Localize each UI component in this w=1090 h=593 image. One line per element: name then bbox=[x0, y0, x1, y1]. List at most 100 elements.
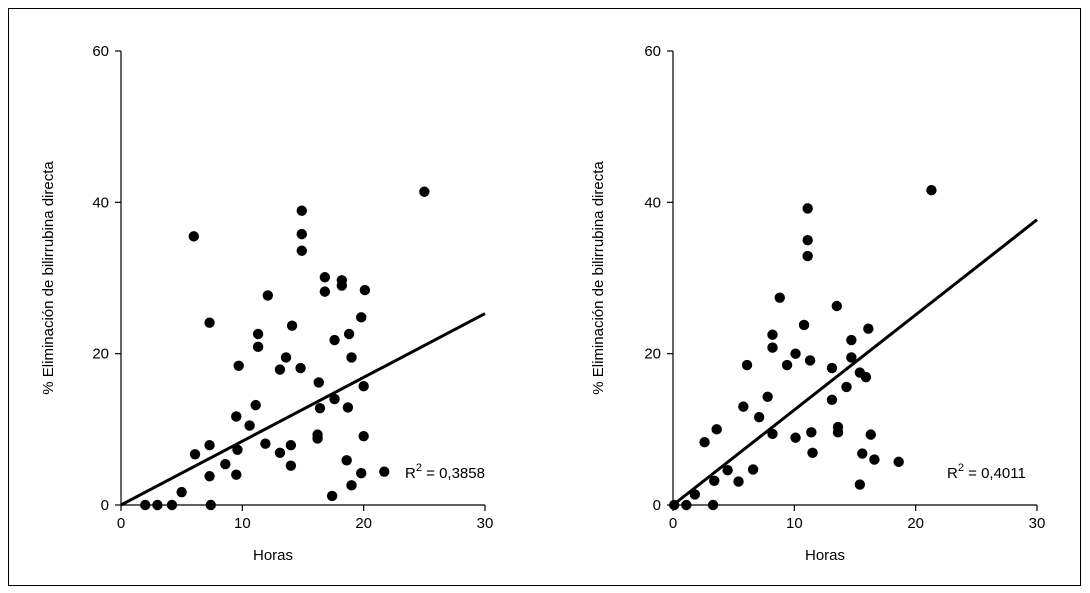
data-point bbox=[204, 471, 215, 482]
data-point bbox=[252, 341, 264, 353]
x-tick-label: 10 bbox=[786, 515, 803, 532]
data-point bbox=[232, 444, 243, 455]
data-point bbox=[319, 286, 331, 297]
data-point bbox=[826, 394, 838, 406]
data-point bbox=[231, 469, 242, 480]
data-point bbox=[707, 499, 719, 511]
data-point bbox=[753, 412, 765, 423]
data-point bbox=[319, 272, 331, 283]
y-tick-label: 0 bbox=[653, 497, 661, 514]
data-point bbox=[314, 402, 326, 414]
data-point bbox=[204, 440, 215, 451]
data-point bbox=[804, 355, 816, 366]
data-point bbox=[188, 231, 199, 242]
data-point bbox=[260, 438, 271, 449]
data-point bbox=[767, 428, 778, 440]
x-tick-label: 30 bbox=[477, 515, 494, 532]
figure-frame bbox=[8, 8, 1081, 586]
chart-2: 0 20 40 60 0 10 20 30 Horas % Eliminación de bili… bbox=[590, 43, 1045, 564]
data-point bbox=[669, 499, 680, 511]
data-point bbox=[802, 234, 813, 246]
data-point bbox=[250, 399, 261, 411]
data-point bbox=[767, 342, 778, 353]
data-point bbox=[790, 432, 801, 443]
data-point bbox=[790, 348, 801, 359]
data-point bbox=[854, 367, 866, 378]
y-tick-label: 40 bbox=[644, 194, 661, 211]
data-point bbox=[846, 334, 857, 346]
trend-line bbox=[672, 218, 1038, 507]
data-point bbox=[296, 245, 307, 256]
data-point bbox=[343, 328, 355, 340]
data-point bbox=[285, 440, 297, 451]
chart-1: 0 20 40 60 0 10 20 30 Horas % Eliminación de bili… bbox=[40, 43, 493, 564]
data-point bbox=[722, 464, 733, 476]
data-point bbox=[233, 360, 244, 371]
data-point bbox=[832, 421, 844, 433]
trend-line bbox=[120, 312, 486, 507]
data-point bbox=[358, 430, 369, 442]
data-point bbox=[356, 312, 367, 323]
data-point bbox=[767, 329, 778, 340]
r-squared-label: R2 = 0,3858 bbox=[405, 462, 485, 482]
data-point bbox=[798, 319, 810, 331]
y-tick-label: 60 bbox=[92, 43, 109, 60]
data-point bbox=[326, 490, 338, 502]
data-point bbox=[781, 359, 793, 371]
y-tick-label: 20 bbox=[92, 346, 109, 363]
data-point bbox=[280, 352, 292, 363]
data-point bbox=[295, 362, 306, 374]
x-tick-label: 10 bbox=[234, 515, 251, 532]
data-point bbox=[336, 275, 348, 286]
data-point bbox=[262, 290, 274, 301]
data-point bbox=[252, 328, 264, 340]
data-point bbox=[802, 250, 813, 262]
data-point bbox=[312, 429, 323, 440]
data-point bbox=[329, 334, 340, 346]
data-point bbox=[762, 391, 773, 402]
data-point bbox=[747, 464, 759, 475]
data-point bbox=[341, 455, 352, 466]
data-point bbox=[774, 292, 785, 303]
data-point bbox=[741, 359, 753, 371]
data-point bbox=[313, 377, 324, 388]
y-tick-label: 20 bbox=[644, 346, 661, 363]
x-tick-label: 0 bbox=[117, 515, 125, 532]
data-point bbox=[204, 317, 215, 328]
data-point bbox=[379, 466, 390, 477]
data-point bbox=[329, 393, 340, 405]
data-point bbox=[152, 499, 163, 511]
data-point bbox=[689, 489, 701, 500]
data-point bbox=[231, 411, 242, 422]
data-point bbox=[189, 449, 201, 460]
y-tick-label: 0 bbox=[101, 497, 109, 514]
data-point bbox=[296, 228, 307, 240]
x-axis-title: Horas bbox=[805, 547, 845, 564]
data-point bbox=[358, 381, 369, 392]
data-point bbox=[346, 480, 357, 491]
data-point bbox=[699, 436, 710, 448]
data-point bbox=[681, 499, 692, 511]
data-point bbox=[869, 454, 880, 465]
data-point bbox=[863, 323, 874, 334]
r-squared-label: R2 = 0,4011 bbox=[947, 462, 1026, 482]
data-point bbox=[711, 424, 722, 435]
data-point bbox=[176, 486, 187, 498]
data-point bbox=[806, 427, 817, 438]
data-point bbox=[166, 499, 178, 511]
y-tick-label: 40 bbox=[92, 194, 109, 211]
data-point bbox=[831, 300, 842, 312]
data-point bbox=[342, 402, 354, 413]
data-point bbox=[346, 352, 357, 363]
data-point bbox=[854, 479, 866, 490]
y-tick-label: 60 bbox=[644, 43, 661, 60]
data-point bbox=[865, 429, 876, 440]
data-point bbox=[296, 205, 307, 216]
data-point bbox=[286, 320, 298, 331]
data-point bbox=[359, 284, 371, 296]
x-tick-label: 20 bbox=[907, 515, 924, 532]
data-point bbox=[244, 420, 255, 431]
data-point bbox=[205, 499, 216, 511]
data-point bbox=[419, 186, 430, 197]
